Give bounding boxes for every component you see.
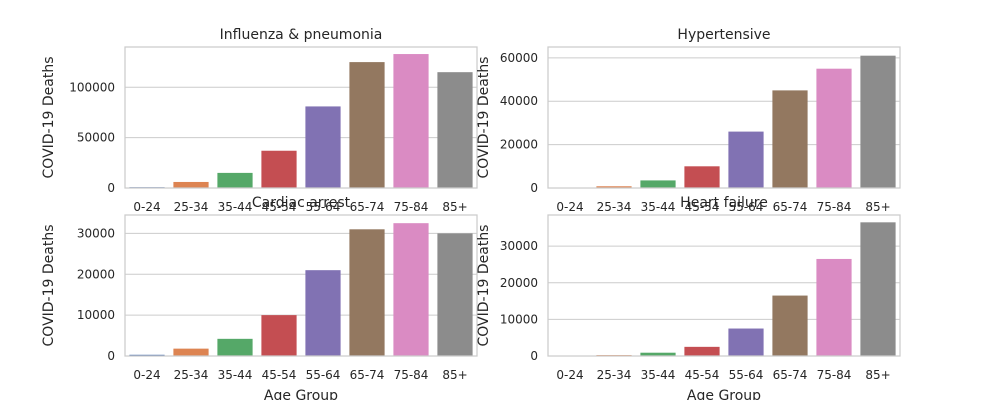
panel-2-ytick-0: 0 xyxy=(530,181,538,195)
panel-1-ytick-2: 100000 xyxy=(69,80,115,94)
panel-4-xtick-3: 45-54 xyxy=(685,368,720,382)
panel-2-bar-65-74 xyxy=(772,90,808,188)
panel-3-xtick-1: 25-34 xyxy=(174,368,209,382)
panel-1-bar-65-74 xyxy=(349,62,385,188)
panel-4-frame xyxy=(547,214,901,357)
panel-1-bar-35-44 xyxy=(217,172,253,188)
panel-3-ytick-3: 30000 xyxy=(77,226,115,240)
panel-4-xlabel: Age Group xyxy=(687,388,761,400)
panel-2-bar-55-64 xyxy=(728,131,764,188)
panel-3-ytick-0: 0 xyxy=(107,349,115,363)
panel-2-bar-85+ xyxy=(860,55,896,188)
panel-3-xtick-6: 75-84 xyxy=(394,368,429,382)
panel-4-ytick-2: 20000 xyxy=(500,276,538,290)
panel-2-bar-45-54 xyxy=(684,166,720,188)
panel-1-title: Influenza & pneumonia xyxy=(220,27,383,43)
panel-1-xtick-1: 25-34 xyxy=(174,200,209,214)
panel-1-ytick-0: 0 xyxy=(107,181,115,195)
panel-1-bar-25-34 xyxy=(173,181,209,188)
panel-4-xtick-0: 0-24 xyxy=(556,368,583,382)
panel-4-xtick-2: 35-44 xyxy=(641,368,676,382)
panel-3-xtick-5: 65-74 xyxy=(350,368,385,382)
panel-1-xtick-3: 45-54 xyxy=(262,200,297,214)
panel-1-xtick-0: 0-24 xyxy=(133,200,160,214)
panel-2-bar-35-44 xyxy=(640,180,676,188)
panel-4-xtick-7: 85+ xyxy=(865,368,890,382)
panel-3-bar-25-34 xyxy=(173,348,209,356)
panel-3-bar-55-64 xyxy=(305,270,341,356)
panel-4-bar-85+ xyxy=(860,222,896,356)
panel-4-xtick-6: 75-84 xyxy=(817,368,852,382)
panel-3-bar-85+ xyxy=(437,233,473,356)
panel-1-ytick-1: 50000 xyxy=(77,131,115,145)
panel-2-ytick-2: 40000 xyxy=(500,94,538,108)
panel-3-bar-45-54 xyxy=(261,315,297,356)
panel-4-xtick-1: 25-34 xyxy=(597,368,632,382)
panel-4-bar-45-54 xyxy=(684,346,720,356)
panel-4-bar-75-84 xyxy=(816,258,852,356)
panel-2-xtick-5: 65-74 xyxy=(773,200,808,214)
panel-2-xtick-6: 75-84 xyxy=(817,200,852,214)
panel-4-title: Heart failure xyxy=(680,195,768,211)
panel-2-xtick-3: 45-54 xyxy=(685,200,720,214)
panel-4-ytick-1: 10000 xyxy=(500,312,538,326)
panel-1-xtick-4: 55-64 xyxy=(306,200,341,214)
panel-1-xtick-7: 85+ xyxy=(442,200,467,214)
panel-3-ytick-2: 20000 xyxy=(77,267,115,281)
panel-2-bar-75-84 xyxy=(816,68,852,188)
panel-2-xtick-0: 0-24 xyxy=(556,200,583,214)
panel-1-xtick-2: 35-44 xyxy=(218,200,253,214)
panel-4-ytick-0: 0 xyxy=(530,349,538,363)
panel-4-ylabel: COVID-19 Deaths xyxy=(476,225,492,347)
panel-3-xlabel: Age Group xyxy=(264,388,338,400)
panel-4-xtick-5: 65-74 xyxy=(773,368,808,382)
panel-4-bar-35-44 xyxy=(640,352,676,356)
panel-4-bar-65-74 xyxy=(772,295,808,356)
panel-2-ytick-3: 60000 xyxy=(500,51,538,65)
panel-3-ylabel: COVID-19 Deaths xyxy=(41,225,57,347)
panel-4-bar-55-64 xyxy=(728,328,764,356)
panel-3-xtick-7: 85+ xyxy=(442,368,467,382)
panel-1-ylabel: COVID-19 Deaths xyxy=(41,57,57,179)
panel-2-frame xyxy=(547,46,901,189)
panel-2-bar-25-34 xyxy=(596,186,632,188)
panel-3-title: Cardiac arrest xyxy=(252,195,351,211)
panel-2-xtick-2: 35-44 xyxy=(641,200,676,214)
panel-2-xtick-4: 55-64 xyxy=(729,200,764,214)
panel-3-xtick-4: 55-64 xyxy=(306,368,341,382)
panel-1-frame xyxy=(124,46,478,189)
panel-1-xtick-6: 75-84 xyxy=(394,200,429,214)
panel-3-xtick-0: 0-24 xyxy=(133,368,160,382)
panel-1-bar-55-64 xyxy=(305,106,341,188)
panel-1-bar-85+ xyxy=(437,72,473,188)
panel-3-xtick-2: 35-44 xyxy=(218,368,253,382)
panel-3-frame xyxy=(124,214,478,357)
panel-2-ytick-1: 20000 xyxy=(500,138,538,152)
panel-3-bar-75-84 xyxy=(393,223,429,356)
panel-2-title: Hypertensive xyxy=(677,27,770,43)
panel-3-xtick-3: 45-54 xyxy=(262,368,297,382)
panel-2-ylabel: COVID-19 Deaths xyxy=(476,57,492,179)
panel-2-xtick-1: 25-34 xyxy=(597,200,632,214)
panel-3-bar-35-44 xyxy=(217,338,253,356)
panel-3-ytick-1: 10000 xyxy=(77,308,115,322)
panel-3-bar-65-74 xyxy=(349,229,385,356)
panel-4-xtick-4: 55-64 xyxy=(729,368,764,382)
panel-4-ytick-3: 30000 xyxy=(500,239,538,253)
panel-1-bar-45-54 xyxy=(261,150,297,188)
panel-1-xtick-5: 65-74 xyxy=(350,200,385,214)
panel-1-bar-75-84 xyxy=(393,54,429,188)
panel-2-xtick-7: 85+ xyxy=(865,200,890,214)
